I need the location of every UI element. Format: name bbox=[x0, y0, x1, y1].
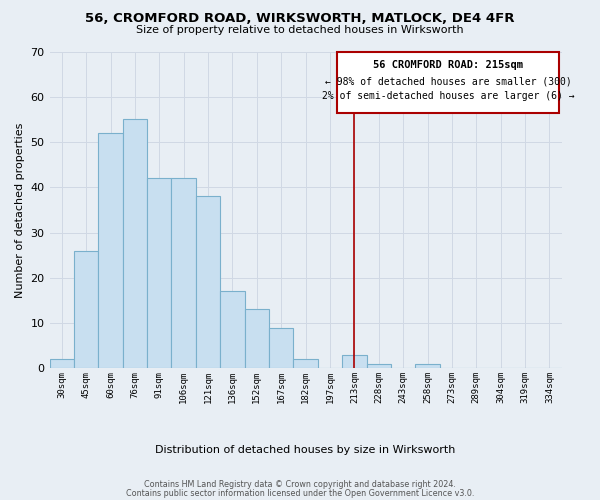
Bar bbox=[172, 178, 196, 368]
Bar bbox=[123, 120, 147, 368]
Bar bbox=[415, 364, 440, 368]
Bar bbox=[269, 328, 293, 368]
Bar bbox=[245, 310, 269, 368]
FancyBboxPatch shape bbox=[337, 52, 559, 112]
Y-axis label: Number of detached properties: Number of detached properties bbox=[15, 122, 25, 298]
Text: Size of property relative to detached houses in Wirksworth: Size of property relative to detached ho… bbox=[136, 25, 464, 35]
Bar bbox=[293, 360, 318, 368]
Text: 56, CROMFORD ROAD, WIRKSWORTH, MATLOCK, DE4 4FR: 56, CROMFORD ROAD, WIRKSWORTH, MATLOCK, … bbox=[85, 12, 515, 26]
Bar bbox=[147, 178, 172, 368]
Bar bbox=[342, 354, 367, 368]
Text: Contains HM Land Registry data © Crown copyright and database right 2024.: Contains HM Land Registry data © Crown c… bbox=[144, 480, 456, 489]
Bar bbox=[98, 133, 123, 368]
Bar bbox=[196, 196, 220, 368]
Bar bbox=[74, 250, 98, 368]
Text: 56 CROMFORD ROAD: 215sqm: 56 CROMFORD ROAD: 215sqm bbox=[373, 60, 523, 70]
Bar bbox=[50, 360, 74, 368]
Bar bbox=[220, 292, 245, 368]
X-axis label: Distribution of detached houses by size in Wirksworth: Distribution of detached houses by size … bbox=[155, 445, 456, 455]
Text: ← 98% of detached houses are smaller (300): ← 98% of detached houses are smaller (30… bbox=[325, 76, 572, 86]
Bar bbox=[367, 364, 391, 368]
Text: 2% of semi-detached houses are larger (6) →: 2% of semi-detached houses are larger (6… bbox=[322, 92, 575, 102]
Text: Contains public sector information licensed under the Open Government Licence v3: Contains public sector information licen… bbox=[126, 488, 474, 498]
